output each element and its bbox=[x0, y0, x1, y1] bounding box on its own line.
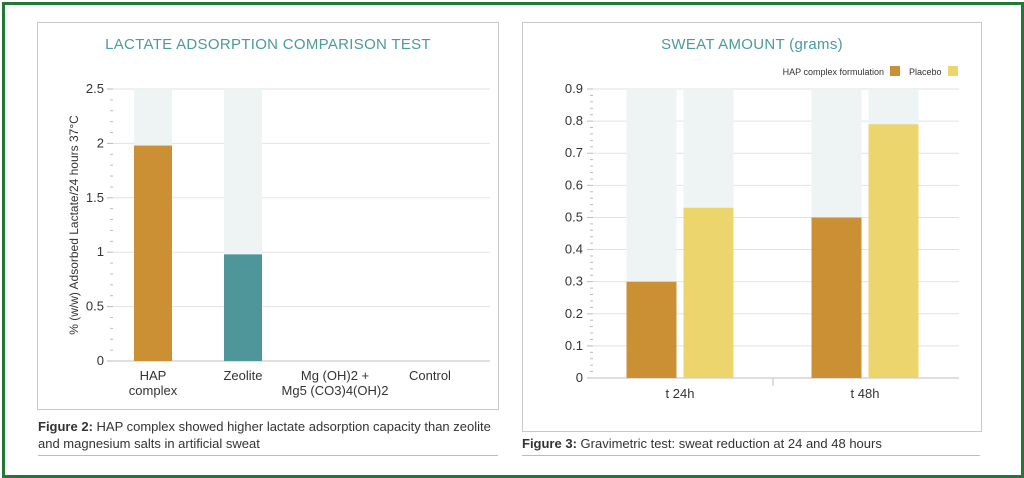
y-tick-label: 0.2 bbox=[565, 306, 583, 321]
category-label: Mg (OH)2 + bbox=[301, 368, 369, 383]
legend-swatch bbox=[948, 66, 958, 76]
legend-label: Placebo bbox=[909, 67, 942, 77]
y-tick-label: 2.5 bbox=[86, 81, 104, 96]
y-tick-label: 0.4 bbox=[565, 242, 583, 257]
bar bbox=[134, 145, 172, 361]
y-axis-title: % (w/w) Adsorbed Lactate/24 hours 37°C bbox=[67, 115, 81, 335]
figure-2-label: Figure 2: bbox=[38, 419, 93, 434]
bar bbox=[811, 217, 862, 378]
lactate-chart-svg: 0 0.5 1 1.5 2 2.5 % (w/w) Adsorbed Lactate/24 … bbox=[67, 81, 490, 398]
lactate-chart-panel: LACTATE ADSORPTION COMPARISON TEST 0 0.5 1… bbox=[37, 22, 499, 410]
y-tick-label: 0.9 bbox=[565, 81, 583, 96]
y-tick-label: 0.5 bbox=[86, 299, 104, 314]
figure-3-caption: Figure 3: Gravimetric test: sweat reduct… bbox=[522, 435, 982, 452]
y-tick-label: 2 bbox=[97, 135, 104, 150]
category-label: HAP bbox=[140, 368, 167, 383]
legend-label: HAP complex formulation bbox=[783, 67, 884, 77]
bar bbox=[626, 281, 677, 378]
y-tick-label: 0 bbox=[576, 370, 583, 385]
figure-3-label: Figure 3: bbox=[522, 436, 577, 451]
category-label: t 48h bbox=[851, 386, 880, 401]
legend: HAP complex formulation Placebo bbox=[783, 66, 958, 77]
legend-swatch bbox=[890, 66, 900, 76]
bar bbox=[683, 207, 734, 378]
lactate-chart-title: LACTATE ADSORPTION COMPARISON TEST bbox=[105, 36, 431, 53]
category-label: complex bbox=[129, 383, 178, 398]
y-tick-label: 0.6 bbox=[565, 177, 583, 192]
y-tick-label: 1.5 bbox=[86, 190, 104, 205]
y-tick-label: 0.7 bbox=[565, 145, 583, 160]
figure-2-text: HAP complex showed higher lactate adsorp… bbox=[38, 419, 491, 451]
category-label: Mg5 (CO3)4(OH)2 bbox=[282, 383, 389, 398]
y-tick-label: 1 bbox=[97, 244, 104, 259]
figure-2-caption: Figure 2: HAP complex showed higher lact… bbox=[38, 418, 500, 452]
category-label: Control bbox=[409, 368, 451, 383]
caption-divider bbox=[38, 455, 498, 456]
y-tick-label: 0.5 bbox=[565, 209, 583, 224]
figure-3-text: Gravimetric test: sweat reduction at 24 … bbox=[576, 436, 882, 451]
y-tick-label: 0.3 bbox=[565, 274, 583, 289]
sweat-chart-title: SWEAT AMOUNT (grams) bbox=[661, 36, 843, 53]
caption-divider bbox=[522, 455, 980, 456]
bar bbox=[224, 254, 262, 361]
y-tick-label: 0 bbox=[97, 353, 104, 368]
sweat-chart-svg: 0 0.1 0.2 0.3 0.4 0.5 0.6 0.7 0.8 0.9 HAP complex … bbox=[565, 66, 959, 401]
y-tick-label: 0.8 bbox=[565, 113, 583, 128]
sweat-chart-panel: SWEAT AMOUNT (grams) 0 0.1 0.2 0.3 0.4 0.5 0.6… bbox=[522, 22, 982, 432]
category-label: Zeolite bbox=[223, 368, 262, 383]
category-label: t 24h bbox=[666, 386, 695, 401]
y-tick-label: 0.1 bbox=[565, 338, 583, 353]
bar bbox=[868, 124, 919, 378]
